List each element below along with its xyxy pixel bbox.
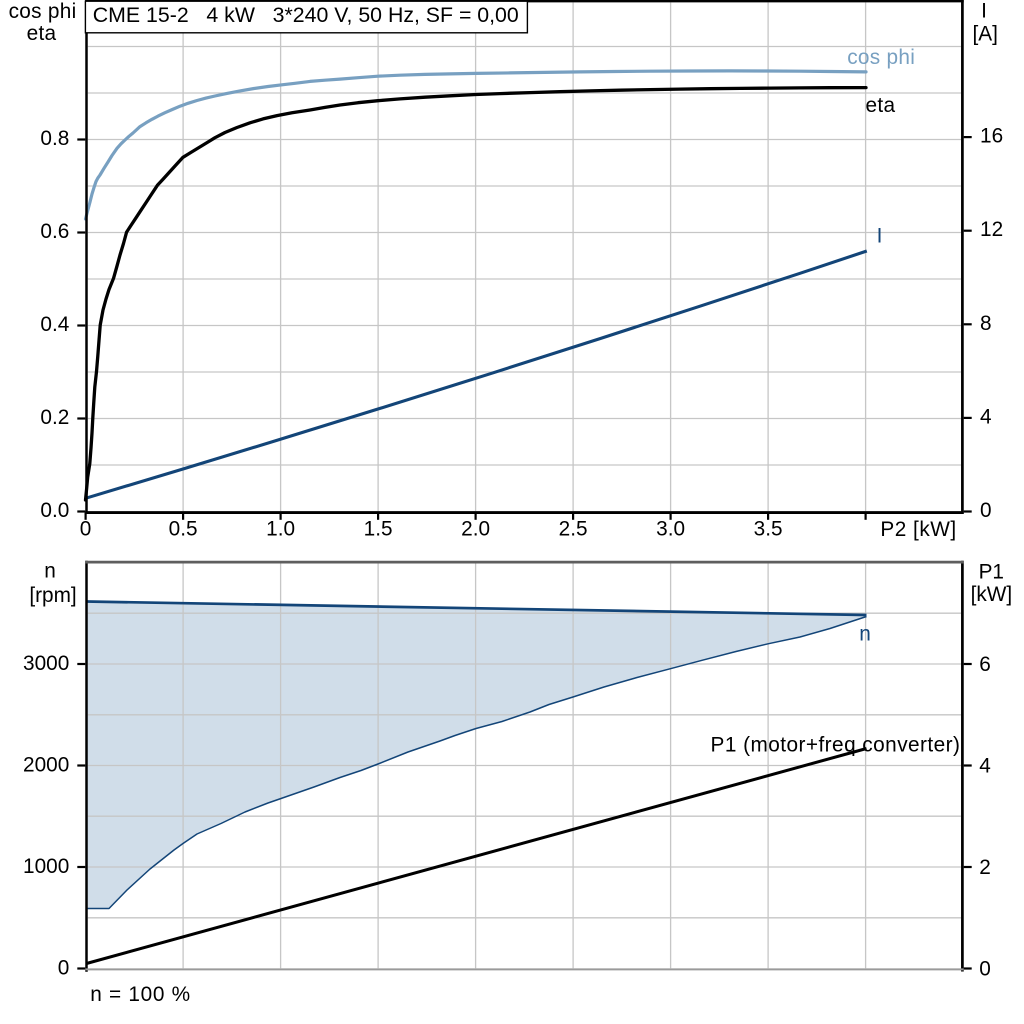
svg-text:[A]: [A] [972,23,997,46]
svg-text:16: 16 [980,125,1003,148]
svg-text:n: n [44,559,56,582]
svg-text:8: 8 [980,312,992,335]
svg-text:12: 12 [980,218,1003,241]
svg-text:0.5: 0.5 [169,517,198,540]
svg-text:n = 100 %: n = 100 % [90,983,191,1006]
svg-text:0.0: 0.0 [40,499,69,522]
svg-text:2.5: 2.5 [559,517,588,540]
svg-text:3000: 3000 [23,652,69,675]
svg-text:0: 0 [979,958,991,981]
svg-text:eta: eta [27,22,57,45]
svg-text:4: 4 [979,755,991,778]
svg-text:[kW]: [kW] [971,583,1013,606]
svg-text:6: 6 [979,653,991,676]
svg-text:0.4: 0.4 [40,313,69,336]
svg-text:4: 4 [980,405,992,428]
svg-text:P1 (motor+freq converter): P1 (motor+freq converter) [711,733,961,756]
svg-text:P1: P1 [979,561,1004,584]
svg-text:[rpm]: [rpm] [29,584,76,607]
svg-text:0: 0 [80,517,92,540]
svg-text:eta: eta [866,94,896,117]
svg-text:1.0: 1.0 [266,517,295,540]
svg-text:2.0: 2.0 [461,517,490,540]
svg-text:0: 0 [58,957,70,980]
svg-text:2: 2 [979,856,991,879]
svg-text:CME 15-2 4 kW 3*240 V, 50: CME 15-2 4 kW 3*240 V, 50 Hz, SF = 0,00 [93,3,519,27]
svg-text:n: n [859,622,871,645]
svg-text:1000: 1000 [23,855,69,878]
svg-text:2000: 2000 [23,754,69,777]
svg-text:I: I [981,0,987,23]
svg-text:3.0: 3.0 [656,517,685,540]
svg-text:1.5: 1.5 [364,517,393,540]
svg-text:0.6: 0.6 [40,220,69,243]
svg-text:3.5: 3.5 [754,517,783,540]
svg-text:0.2: 0.2 [40,406,69,429]
svg-text:0.8: 0.8 [40,127,69,150]
svg-text:0: 0 [980,499,992,522]
svg-text:cos phi: cos phi [847,46,915,69]
svg-text:P2 [kW]: P2 [kW] [880,518,956,541]
svg-text:I: I [877,225,883,248]
svg-text:cos phi: cos phi [9,0,77,23]
